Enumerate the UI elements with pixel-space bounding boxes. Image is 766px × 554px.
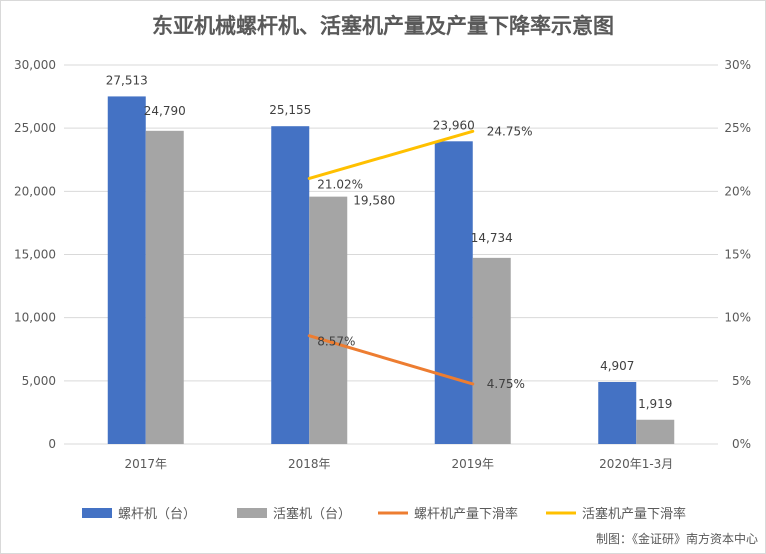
left-tick-label: 30,000 <box>14 58 56 72</box>
bar <box>271 126 310 445</box>
bar-data-label: 19,580 <box>353 194 395 208</box>
bar-data-label: 14,734 <box>471 231 513 245</box>
bars <box>107 96 675 445</box>
legend-swatch <box>82 508 112 518</box>
right-tick-label: 15% <box>724 248 751 262</box>
x-tick-label: 2017年 <box>124 457 167 471</box>
legend: 螺杆机（台） 活塞机（台） 螺杆机产量下滑率 活塞机产量下滑率 <box>82 506 686 522</box>
line-series <box>307 129 475 180</box>
lines <box>307 129 475 386</box>
bar <box>636 419 675 444</box>
line-data-label: 4.75% <box>487 377 525 391</box>
legend-label: 活塞机产量下滑率 <box>582 506 686 522</box>
bar <box>309 196 348 444</box>
x-axis-ticks: 2017年 2018年 2019年 2020年1-3月 <box>124 457 673 471</box>
right-tick-label: 20% <box>724 184 751 198</box>
bar-data-label: 1,919 <box>638 397 672 411</box>
bar <box>598 382 637 444</box>
legend-label: 活塞机（台） <box>273 506 351 522</box>
left-tick-label: 5,000 <box>22 374 56 388</box>
line-data-labels: 8.57% 4.75% 21.02% 24.75% <box>317 124 532 391</box>
right-tick-label: 10% <box>724 311 751 325</box>
x-tick-label: 2020年1-3月 <box>599 457 673 471</box>
right-tick-label: 30% <box>724 58 751 72</box>
bar <box>107 96 146 444</box>
left-tick-label: 0 <box>48 437 56 451</box>
line-series <box>307 334 475 386</box>
bar <box>145 130 184 444</box>
line-data-label: 21.02% <box>317 177 363 191</box>
legend-label: 螺杆机（台） <box>118 507 196 522</box>
bar-data-label: 4,907 <box>600 359 634 373</box>
x-tick-label: 2018年 <box>288 457 331 471</box>
left-tick-label: 20,000 <box>14 184 56 198</box>
right-axis-ticks: 0% 5% 10% 15% 20% 25% 30% <box>724 58 751 451</box>
x-tick-label: 2019年 <box>451 457 494 471</box>
right-tick-label: 5% <box>732 374 751 388</box>
chart-title: 东亚机械螺杆机、活塞机产量及产量下降率示意图 <box>152 14 614 38</box>
bar-data-label: 23,960 <box>433 118 475 132</box>
bar-data-label: 27,513 <box>106 73 148 87</box>
legend-swatch <box>237 508 267 518</box>
bar-data-label: 24,790 <box>144 104 186 118</box>
right-tick-label: 0% <box>732 437 751 451</box>
bar-data-label: 25,155 <box>269 103 311 117</box>
legend-label: 螺杆机产量下滑率 <box>414 506 518 522</box>
left-tick-label: 25,000 <box>14 121 56 135</box>
left-axis-ticks: 0 5,000 10,000 15,000 20,000 25,000 30,000 <box>14 58 56 451</box>
line-data-label: 8.57% <box>317 335 355 349</box>
bar <box>472 257 511 444</box>
left-tick-label: 15,000 <box>14 248 56 262</box>
source-credit: 制图：《金证研》南方资本中心 <box>596 531 758 546</box>
line-data-label: 24.75% <box>487 124 533 138</box>
right-tick-label: 25% <box>724 121 751 135</box>
bar <box>434 141 473 444</box>
bar-data-labels: 27,513 25,155 23,960 4,907 24,790 19,580 14,73… <box>106 73 673 410</box>
left-tick-label: 10,000 <box>14 311 56 325</box>
